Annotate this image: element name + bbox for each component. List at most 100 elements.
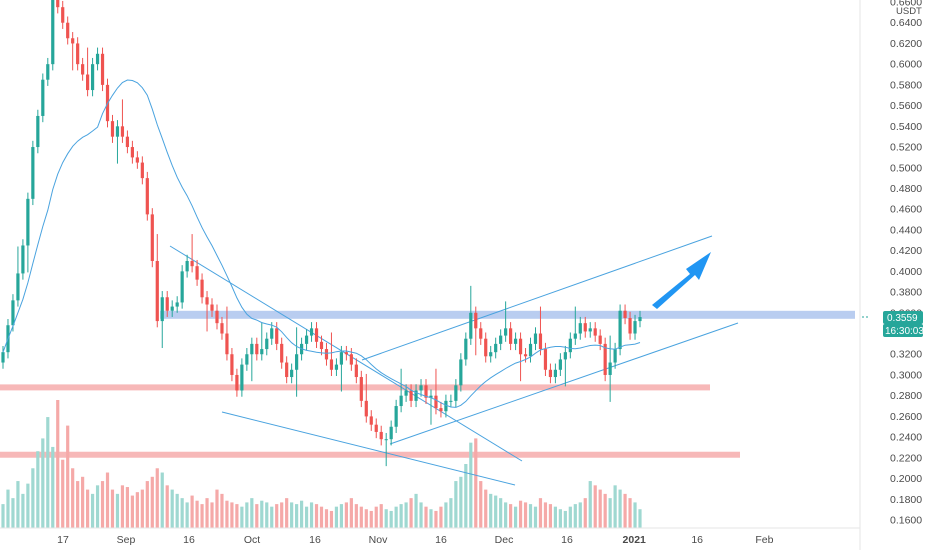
volume-bar [160,472,164,528]
price-axis-unit: USDT [896,6,922,17]
volume-bar [399,504,403,528]
volume-bar [349,498,353,528]
up-arrow-icon[interactable] [652,252,711,309]
candle-body [265,338,269,350]
countdown-label: 16:30:03 [885,326,924,337]
candle-body [384,439,388,441]
volume-bar [135,492,139,528]
candle-body [180,271,184,303]
volume-bar [429,509,433,528]
volume-bar [81,476,85,528]
candle-body [56,0,60,8]
candle-body [250,343,254,355]
time-tick-label: Feb [755,534,773,546]
candle-body [513,338,518,344]
volume-bar [464,464,468,528]
candle-body [200,279,204,298]
countdown-badge [883,324,923,337]
candle-body [494,343,498,353]
volume-bar [56,400,60,528]
resistance-zone[interactable] [160,310,855,319]
volume-bar [334,506,339,528]
candle-body [548,369,553,378]
volume-bar [523,502,528,528]
ascending-channel-top[interactable] [361,235,713,361]
volume-bar [409,498,413,528]
volume-bar [145,481,149,528]
candle-body [115,126,120,137]
volume-bar [484,489,488,528]
volume-bar [86,489,90,528]
volume-bar [563,510,567,528]
candle-body [528,343,533,357]
volume-bar [543,502,548,528]
volume-bar [210,502,214,528]
volume-bar [11,498,15,528]
time-tick-label: Nov [369,534,388,546]
price-tick-label: 0.4000 [890,266,922,278]
volume-bar [583,498,587,528]
candle-body [404,390,408,396]
candle-body [538,333,543,350]
candle-body [145,178,149,215]
candle-body [563,352,567,360]
volume-bar [240,506,244,528]
volume-bar [459,476,463,528]
candle-body [240,364,244,391]
time-axis[interactable]: 17 Sep 16 Oct 16 Nov 16 Dec 16 2021 16 Feb [0,527,860,546]
price-tick-label: 0.2000 [890,473,922,485]
candle-body [449,400,453,402]
candle-body [479,328,483,339]
candle-body [409,390,413,401]
time-tick-label: 16 [435,534,447,546]
volume-bar [528,504,533,528]
candle-body [90,64,95,91]
volume-bar [180,498,184,528]
candle-body [280,343,284,363]
volume-bar [449,498,453,528]
price-tick-label: 0.1800 [890,494,922,506]
volume-bar [324,509,329,528]
candle-body [16,273,20,301]
candle-body [314,328,319,342]
candle-body [434,395,438,409]
candle-body [588,328,592,332]
price-tick-label: 0.5400 [890,121,922,133]
candle-body [553,369,557,378]
candle-body [523,354,528,357]
candle-body [339,352,344,365]
price-axis[interactable]: USDT 0.6600 0.6400 0.6200 0.6000 0.5800 0.560… [859,0,924,550]
candle-body [61,7,65,23]
time-tick-label: 16 [309,534,321,546]
volume-bar [100,481,105,528]
candle-body [260,349,264,355]
candle-body [354,364,358,378]
candle-body [160,297,164,322]
volume-bar [573,504,577,528]
volume-bar [319,506,324,528]
candle-body [130,147,134,158]
candle-body [175,302,179,307]
candle-body [444,400,448,412]
support-zone[interactable] [0,384,710,391]
lower-descending-trendline[interactable] [221,411,516,486]
volume-bar [1,504,5,528]
ascending-channel-bottom[interactable] [389,322,739,445]
volume-bar [578,502,582,528]
price-tick-label: 0.4400 [890,224,922,236]
candle-body [369,416,373,425]
volume-bar [608,498,612,528]
volume-bar [235,504,239,528]
volume-bar [195,500,199,528]
candle-body [225,333,229,355]
candle-body [459,359,463,386]
candle-body [81,64,85,75]
candle-body [150,214,154,261]
candle-body [309,328,314,336]
candle-body [195,266,199,280]
candle-body [509,328,513,344]
time-tick-label: 16 [183,534,195,546]
support-zone[interactable] [0,451,740,458]
volume-bar [533,506,538,528]
